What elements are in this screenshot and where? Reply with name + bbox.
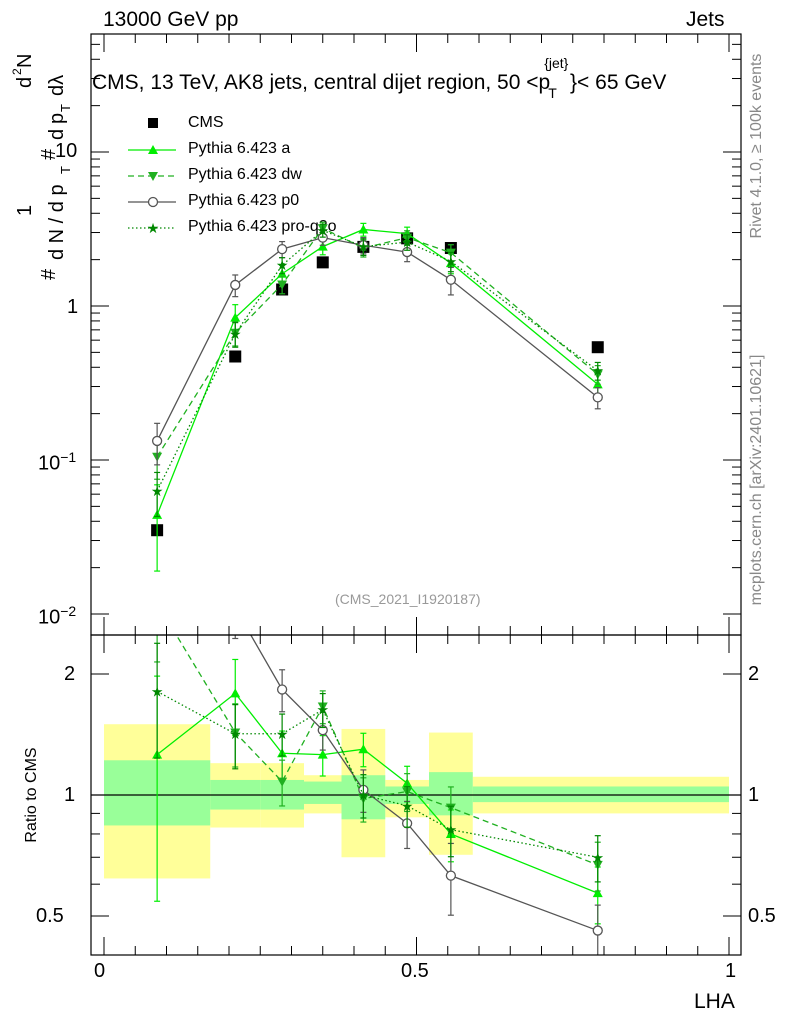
data-point-ratio: ★ <box>591 849 604 865</box>
ratio-ytick-0.5: 0.5 <box>36 905 64 927</box>
chart-title: CMS, 13 TeV, AK8 jets, central dijet reg… <box>92 55 667 101</box>
analysis-watermark: (CMS_2021_I1920187) <box>335 591 481 607</box>
legend-label-a: Pythia 6.423 a <box>188 140 291 157</box>
data-point-main: ★ <box>151 483 164 499</box>
ratio-ytick-2-right: 2 <box>748 663 760 685</box>
data-point-ratio: ★ <box>151 683 164 699</box>
data-point-main <box>445 274 457 285</box>
data-point-main <box>230 312 241 322</box>
energy-label: 13000 GeV pp <box>103 8 239 31</box>
legend-swatches: ★ <box>128 118 176 236</box>
data-point-main <box>277 280 288 290</box>
data-point-main: ★ <box>401 234 414 250</box>
data-point-main <box>316 256 329 269</box>
legend-label-q2o: Pythia 6.423 pro-q2o <box>188 218 337 235</box>
ytick-0.1: 10−1 <box>38 449 76 476</box>
data-point-ratio <box>277 777 288 787</box>
series-line-main <box>156 229 599 492</box>
ratio-ytick-0.5-right: 0.5 <box>748 905 776 927</box>
data-point-main <box>592 392 603 403</box>
ytick-0.1-exp: −1 <box>60 449 77 465</box>
legend-label-p0: Pythia 6.423 p0 <box>188 192 300 209</box>
data-point-main <box>276 243 288 255</box>
ratio-ytick-1-right: 1 <box>748 784 760 806</box>
xtick-0: 0 <box>94 960 106 982</box>
ytick-0.01-exp: −2 <box>60 603 77 619</box>
legend-swatch-cms <box>148 118 158 128</box>
ytick-0.01: 10−2 <box>38 603 76 630</box>
series-line-main <box>156 227 599 458</box>
ratio-band-inner <box>472 786 729 803</box>
legend-marker-q2o: ★ <box>147 220 160 236</box>
data-point-ratio: ★ <box>357 787 370 803</box>
data-point-ratio <box>358 744 369 754</box>
data-point-main <box>230 279 241 291</box>
data-point-main: ★ <box>316 222 329 238</box>
data-point-ratio <box>231 603 240 612</box>
legend-marker-a <box>148 145 158 154</box>
chart-title-main: CMS, 13 TeV, AK8 jets, central dijet reg… <box>92 71 551 94</box>
series-line-main <box>156 228 599 516</box>
data-point-ratio <box>592 925 603 936</box>
xtick-1: 1 <box>725 960 737 982</box>
data-point-main <box>229 350 242 363</box>
legend-label-cms: CMS <box>188 114 224 131</box>
ratio-band-inner <box>304 781 342 804</box>
data-point-ratio <box>445 870 457 881</box>
data-point-ratio: ★ <box>316 702 329 718</box>
ytick-0.1-base: 10 <box>38 452 61 475</box>
main-panel: ★ ★ ★ ★ ★ ★ ★ ★ <box>151 221 604 572</box>
category-label: Jets <box>686 8 725 31</box>
ratio-panel: ★ ★ ★ ★ ★ ★ ★ ★ <box>91 599 741 955</box>
data-point-main <box>317 241 328 251</box>
series-line-ratio <box>156 690 598 858</box>
data-point-ratio <box>276 684 288 695</box>
ytick-1: 1 <box>67 296 79 318</box>
series-line-ratio <box>250 635 598 932</box>
data-point-main: ★ <box>276 257 289 273</box>
data-point-ratio: ★ <box>276 726 289 742</box>
ytick-10: 10 <box>55 140 78 162</box>
series-line-ratio <box>175 635 598 866</box>
data-point-main: ★ <box>445 253 458 269</box>
chart-title-end: }< 65 GeV <box>570 71 667 94</box>
data-point-main <box>591 341 604 354</box>
data-point-main <box>358 224 369 234</box>
data-point-main <box>151 435 163 447</box>
xtick-0.5: 0.5 <box>401 960 429 982</box>
data-point-ratio <box>317 749 328 759</box>
chart-title-t-sub: T <box>548 85 557 101</box>
data-point-ratio: ★ <box>229 726 242 742</box>
legend-marker-p0 <box>147 196 159 208</box>
data-point-main: ★ <box>229 326 242 342</box>
main-frame <box>90 33 742 636</box>
legend: ★ CMS Pythia 6.423 a Pythia 6.423 dw Pyt… <box>124 112 384 242</box>
data-point-ratio <box>230 688 241 698</box>
x-axis-label: LHA <box>694 990 735 1013</box>
data-point-main: ★ <box>357 239 370 255</box>
legend-marker-dw <box>148 172 158 181</box>
ratio-ytick-1: 1 <box>64 784 76 806</box>
ratio-ytick-2: 2 <box>64 663 76 685</box>
legend-label-dw: Pythia 6.423 dw <box>188 166 302 183</box>
data-point-ratio <box>592 888 603 898</box>
data-point-ratio <box>152 599 162 608</box>
data-point-ratio: ★ <box>445 822 458 838</box>
ytick-0.01-base: 10 <box>38 606 61 629</box>
series-line-main <box>156 236 599 442</box>
data-point-main: ★ <box>591 363 604 379</box>
data-point-ratio: ★ <box>401 798 414 814</box>
chart-title-jet-sup: {jet} <box>544 55 569 71</box>
